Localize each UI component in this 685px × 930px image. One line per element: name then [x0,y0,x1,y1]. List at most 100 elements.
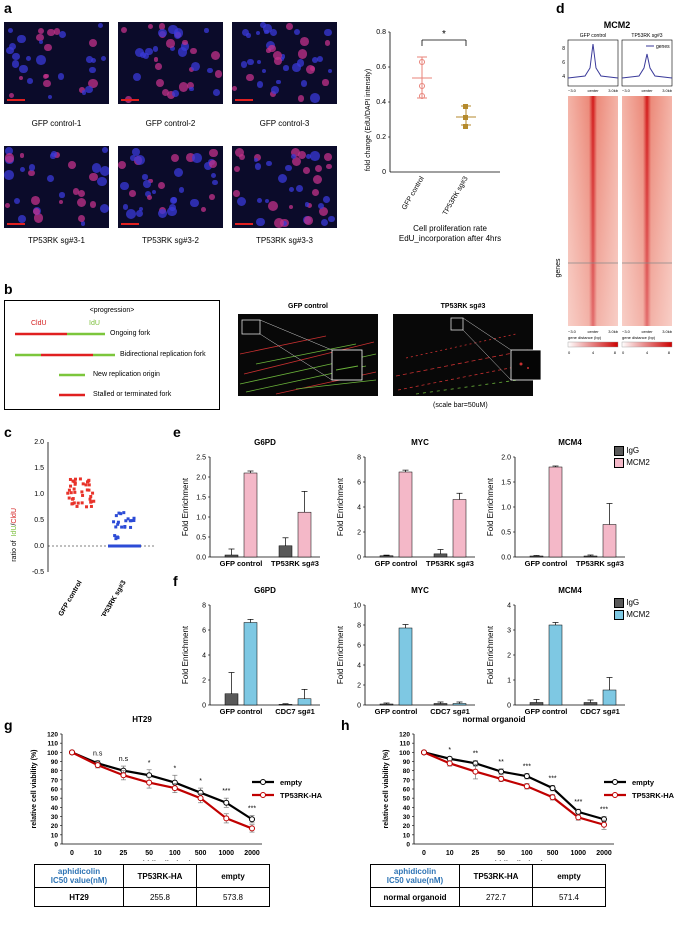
nucleus [17,34,27,44]
nucleus [307,203,313,209]
nucleus [86,56,93,63]
line-significance: *** [222,788,230,795]
svg-text:center: center [641,329,653,334]
nucleus [28,164,35,171]
nucleus [79,87,85,93]
line-point-TP53RK-HA [171,785,178,792]
ratio-dot-gfp [71,502,75,506]
nucleus [259,22,267,29]
line-ytick: 80 [51,768,59,775]
line-xtick: 50 [497,850,505,857]
fork-item-bidirectional: Bidirectional replication fork [120,351,206,358]
nucleus [77,198,87,208]
ratio-dot-gfp [87,478,91,482]
line-point-TP53RK-HA [472,768,479,775]
caption-gfp-2: GFP control-2 [145,119,196,128]
bar-IgG [583,555,598,558]
line-ytick: 60 [51,787,59,794]
line-point-empty [523,773,530,780]
nucleus [296,59,305,67]
line-point-TP53RK-HA [197,795,204,802]
line-ytick: 90 [51,759,59,766]
line-ytick: 100 [399,750,410,757]
line-ytick: 90 [403,759,411,766]
nucleus [158,181,166,189]
line-ytick: 20 [51,823,59,830]
nucleus [130,154,136,161]
heatmap-ylabel: genes [555,258,562,278]
nucleus [305,153,312,160]
nucleus [88,78,98,89]
nucleus [89,201,97,208]
bar-ytick: 1.0 [196,515,206,522]
bar-MCM2 [602,689,617,706]
ratio-dot-gfp [89,504,93,508]
bar-ylabel: Fold Enrichment [336,477,345,536]
line-significance: *** [600,807,608,814]
line-chart-title: HT29 [132,716,152,724]
ratio-dot-gfp [67,488,71,492]
nucleus [157,208,168,219]
nucleus [209,194,215,201]
ratio-dot-gfp [73,477,77,481]
nucleus [4,169,14,180]
nucleus [57,73,65,80]
nucleus [215,70,223,78]
bar-MCM2 [297,698,312,706]
nucleus [277,173,287,184]
nucleus [35,55,46,66]
nucleus [240,61,248,68]
nucleus [253,157,259,163]
svg-text:0.5: 0.5 [34,517,44,524]
nucleus [186,81,194,89]
bar-chart-title: MCM4 [558,586,582,595]
nucleus [288,204,293,209]
bar-ylabel: Fold Enrichment [486,477,495,536]
ratio-xtick-gfp: GFP control [58,579,84,616]
line-significance: n.s [119,756,129,763]
ratio-dot-tp53rk [114,514,118,518]
nucleus [256,81,264,89]
line-xtick: 500 [547,850,559,857]
bar-ytick: 2 [357,530,361,537]
line-xtick: 2000 [244,850,260,857]
micrograph-tp53rk-2 [118,146,223,228]
ratio-dot-tp53rk [115,535,119,539]
line-significance: * [173,765,176,772]
nucleus [318,202,325,209]
line-xtick: 50 [145,850,153,857]
line-ytick: 40 [51,805,59,812]
nucleus [168,24,179,35]
line-significance: * [448,747,451,754]
nucleus [42,74,48,80]
ratio-dots-tp53rk [108,511,141,548]
svg-text:center: center [641,88,653,93]
nucleus [4,153,15,164]
line-ytick: 50 [403,796,411,803]
line-significance: * [148,760,151,767]
nucleus [47,94,53,100]
bar-ytick: 1.5 [501,480,511,487]
bar-IgG [224,693,239,706]
ratio-dot-tp53rk [120,525,124,529]
line-point-TP53RK-HA [421,749,427,756]
panel-label-h: h [341,717,350,733]
line-xlabel: Aphidicolin (nM) [133,859,192,861]
nucleus [269,28,278,37]
fork-item-new-origin: New replication origin [93,371,160,378]
nucleus [147,194,152,200]
scale-bar [235,223,253,225]
bar-ytick: 3 [507,628,511,635]
fiber-ratio-chart: ratio of IdU/CldU -0.5 0.0 0.5 1.0 1.5 2… [11,439,154,616]
svg-text:3.0kb: 3.0kb [608,329,619,334]
ratio-dots-gfp [66,477,96,509]
line-xtick: 0 [70,850,74,857]
panel-label-g: g [4,717,13,733]
ratio-dot-tp53rk [112,520,116,524]
svg-text:8: 8 [668,350,671,355]
nucleus [135,209,144,218]
line-point-TP53RK-HA [223,815,230,822]
line-ytick: 60 [403,787,411,794]
nucleus [310,151,320,161]
nucleus [120,26,127,33]
